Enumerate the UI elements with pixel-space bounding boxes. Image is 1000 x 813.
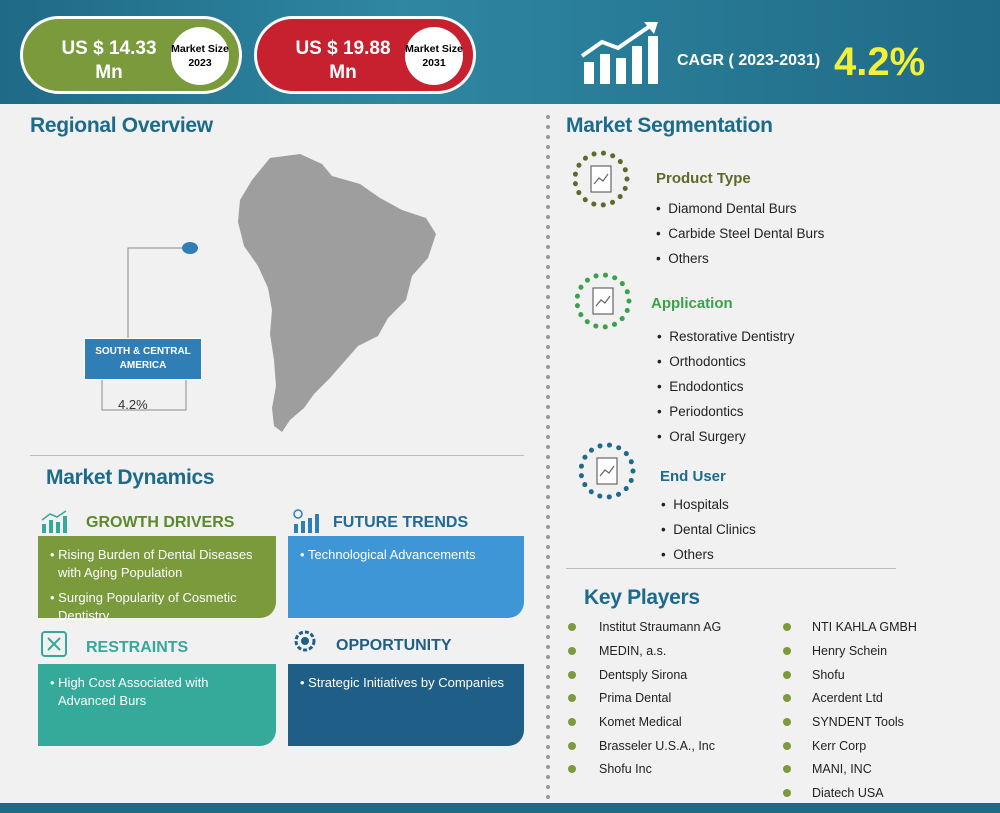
bullet-dot [783, 742, 791, 750]
bullet-dot [568, 623, 576, 631]
restraints-title: RESTRAINTS [86, 639, 189, 656]
market-segmentation-title: Market Segmentation [566, 114, 773, 137]
region-cagr: 4.2% [118, 397, 148, 412]
bullet-dot [568, 694, 576, 702]
restraints-icon [41, 631, 67, 657]
list-item: • Surging Popularity of Cosmetic Dentist… [50, 590, 237, 623]
future-trends-card: • Technological Advancements [288, 536, 524, 618]
segment-product-type: Product Type [656, 170, 751, 187]
key-players-title: Key Players [584, 586, 700, 609]
bullet-dot [568, 742, 576, 750]
bullet-dot [783, 789, 791, 797]
key-player: Shofu Inc [599, 762, 652, 776]
key-player: MANI, INC [812, 762, 872, 776]
key-player: Diatech USA [812, 786, 884, 800]
south-america-map [238, 154, 436, 432]
list-item: • Others [656, 251, 709, 266]
product-type-icon [572, 150, 630, 208]
key-player: Henry Schein [812, 644, 888, 658]
growth-chart-icon [580, 22, 658, 84]
market-size-2023-value: US $ 14.33 Mn [61, 38, 157, 83]
segment-application: Application [651, 295, 733, 312]
growth-drivers-icon [41, 510, 67, 533]
bullet-dot [783, 765, 791, 773]
end-user-icon [578, 442, 636, 500]
growth-drivers-title: GROWTH DRIVERS [86, 514, 235, 531]
key-player: Dentsply Sirona [599, 668, 688, 682]
opportunity-card: • Strategic Initiatives by Companies [288, 664, 524, 746]
market-size-2023-label: Market Size 2023 [171, 27, 229, 85]
bullet-dot [783, 623, 791, 631]
key-player: Institut Straumann AG [599, 620, 722, 634]
segment-end-user: End User [660, 468, 726, 485]
bullet-dot [568, 718, 576, 726]
region-label-box: SOUTH & CENTRAL AMERICA [84, 338, 202, 380]
bullet-dot [568, 671, 576, 679]
bullet-dot [783, 694, 791, 702]
list-item: • Dental Clinics [661, 522, 756, 537]
list-item: • Periodontics [657, 404, 744, 419]
list-item: • Hospitals [661, 497, 729, 512]
key-player: Kerr Corp [812, 739, 867, 753]
vertical-divider [545, 112, 551, 806]
list-item: • Endodontics [657, 379, 744, 394]
opportunity-title: OPPORTUNITY [336, 637, 452, 654]
region-marker [182, 242, 198, 254]
list-item: • High Cost Associated with Advanced Bur… [50, 675, 209, 708]
future-trends-icon [293, 509, 319, 533]
header-banner: US $ 14.33 Mn Market Size 2023 US $ 19.8… [0, 0, 1000, 104]
key-player: Brasseler U.S.A., Inc [599, 739, 716, 753]
list-item: • Rising Burden of Dental Diseases with … [50, 547, 253, 580]
market-size-2023-pill: US $ 14.33 Mn Market Size 2023 [20, 16, 242, 94]
market-dynamics-title: Market Dynamics [46, 466, 215, 489]
section-divider [30, 455, 524, 456]
list-item: • Others [661, 547, 714, 562]
regional-overview-title: Regional Overview [30, 114, 213, 137]
bullet-dot [783, 718, 791, 726]
list-item: • Technological Advancements [300, 547, 476, 562]
bullet-dot [568, 765, 576, 773]
key-player: Shofu [812, 668, 845, 682]
key-player: SYNDENT Tools [812, 715, 904, 729]
list-item: • Carbide Steel Dental Burs [656, 226, 825, 241]
key-player: Komet Medical [599, 715, 682, 729]
list-item: • Orthodontics [657, 354, 746, 369]
bullet-dot [783, 671, 791, 679]
footer-bar [0, 803, 1000, 813]
cagr-label: CAGR ( 2023-2031) [677, 52, 821, 69]
market-size-2031-value: US $ 19.88 Mn [295, 38, 391, 83]
cagr-value: 4.2% [834, 40, 926, 84]
key-player: NTI KAHLA GMBH [812, 620, 917, 634]
future-trends-title: FUTURE TRENDS [333, 514, 469, 531]
key-player: Prima Dental [599, 691, 672, 705]
growth-drivers-card: • Rising Burden of Dental Diseases with … [38, 536, 276, 623]
restraints-card: • High Cost Associated with Advanced Bur… [38, 664, 276, 746]
section-divider [566, 568, 896, 569]
list-item: • Diamond Dental Burs [656, 201, 797, 216]
list-item: • Restorative Dentistry [657, 329, 795, 344]
list-item: • Strategic Initiatives by Companies [300, 675, 504, 690]
opportunity-icon [294, 630, 316, 652]
bullet-dot [783, 647, 791, 655]
market-size-2031-pill: US $ 19.88 Mn Market Size 2031 [254, 16, 476, 94]
list-item: • Oral Surgery [657, 429, 746, 444]
market-size-2031-label: Market Size 2031 [405, 27, 463, 85]
bullet-dot [568, 647, 576, 655]
application-icon [574, 272, 632, 330]
region-connector [101, 247, 188, 411]
key-player: MEDIN, a.s. [599, 644, 667, 658]
key-player: Acerdent Ltd [812, 691, 883, 705]
